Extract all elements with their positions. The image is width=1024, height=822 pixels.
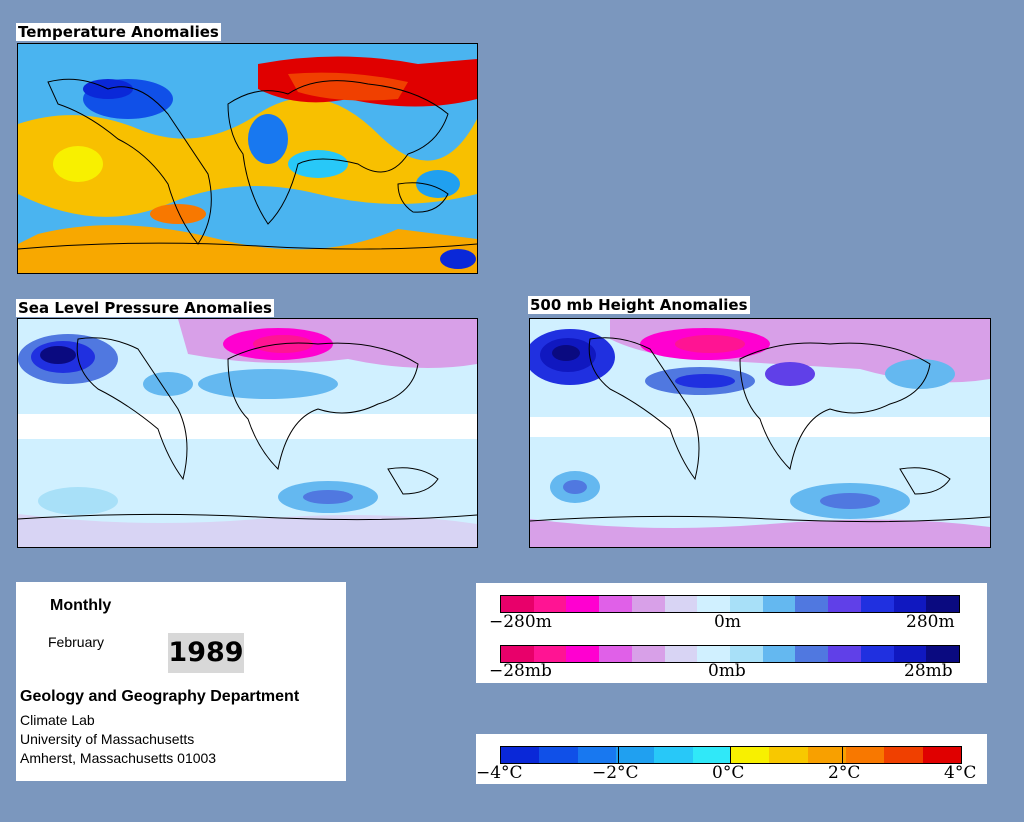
legend-swatch bbox=[795, 596, 829, 612]
legend-swatch bbox=[828, 596, 861, 612]
period-label: Monthly bbox=[50, 597, 112, 614]
height-label-zero: 0m bbox=[714, 612, 741, 632]
legend-swatch bbox=[807, 747, 846, 763]
legend-swatch bbox=[926, 646, 960, 662]
height-color-ramp bbox=[500, 595, 960, 613]
height-label-max: 280m bbox=[906, 612, 955, 632]
legend-swatch bbox=[795, 646, 829, 662]
month-label: February bbox=[48, 634, 105, 650]
temperature-legend: −4°C −2°C 0°C 2°C 4°C bbox=[476, 734, 987, 784]
500mb-height-anomaly-map bbox=[529, 318, 991, 548]
legend-swatch bbox=[828, 646, 861, 662]
legend-swatch bbox=[566, 646, 600, 662]
legend-swatch bbox=[769, 747, 808, 763]
legend-swatch bbox=[654, 747, 693, 763]
temperature-tick bbox=[842, 746, 843, 764]
legend-swatch bbox=[599, 596, 632, 612]
slp-map-title: Sea Level Pressure Anomalies bbox=[16, 299, 274, 317]
legend-swatch bbox=[533, 646, 567, 662]
temperature-label: 0°C bbox=[712, 763, 745, 783]
height-pressure-legend: −280m 0m 280m −28mb 0mb 28mb bbox=[476, 583, 987, 683]
legend-swatch bbox=[893, 596, 927, 612]
legend-swatch bbox=[730, 596, 763, 612]
height-label-min: −280m bbox=[489, 612, 552, 632]
legend-swatch bbox=[631, 596, 665, 612]
temperature-map-title: Temperature Anomalies bbox=[16, 23, 221, 41]
temperature-label: 4°C bbox=[944, 763, 977, 783]
pressure-label-min: −28mb bbox=[489, 661, 552, 681]
legend-swatch bbox=[566, 596, 600, 612]
legend-swatch bbox=[501, 646, 534, 662]
year-label: 1989 bbox=[168, 633, 244, 673]
temperature-label: −4°C bbox=[476, 763, 523, 783]
address-line: Climate Lab bbox=[20, 712, 95, 728]
legend-swatch bbox=[533, 596, 567, 612]
pressure-color-ramp bbox=[500, 645, 960, 663]
legend-swatch bbox=[631, 646, 665, 662]
temperature-tick bbox=[730, 746, 731, 764]
temperature-label: −2°C bbox=[592, 763, 639, 783]
legend-swatch bbox=[762, 646, 796, 662]
temperature-label: 2°C bbox=[828, 763, 861, 783]
legend-swatch bbox=[501, 596, 534, 612]
legend-swatch bbox=[730, 646, 763, 662]
temperature-color-ramp bbox=[500, 746, 962, 764]
legend-swatch bbox=[884, 747, 923, 763]
info-panel: Monthly February 1989 Geology and Geogra… bbox=[16, 582, 346, 781]
address-line: Amherst, Massachusetts 01003 bbox=[20, 750, 217, 766]
legend-swatch bbox=[577, 747, 616, 763]
legend-swatch bbox=[697, 596, 731, 612]
legend-swatch bbox=[922, 747, 961, 763]
legend-swatch bbox=[926, 596, 960, 612]
legend-swatch bbox=[893, 646, 927, 662]
legend-swatch bbox=[762, 596, 796, 612]
legend-swatch bbox=[860, 596, 894, 612]
legend-swatch bbox=[599, 646, 632, 662]
department-name: Geology and Geography Department bbox=[20, 688, 300, 705]
pressure-label-max: 28mb bbox=[904, 661, 953, 681]
legend-swatch bbox=[730, 747, 770, 763]
address-line: University of Massachusetts bbox=[20, 731, 195, 747]
legend-swatch bbox=[664, 646, 698, 662]
temperature-tick bbox=[618, 746, 619, 764]
legend-swatch bbox=[664, 596, 698, 612]
legend-swatch bbox=[860, 646, 894, 662]
height-map-title: 500 mb Height Anomalies bbox=[528, 296, 750, 314]
legend-swatch bbox=[845, 747, 885, 763]
legend-swatch bbox=[501, 747, 540, 763]
legend-swatch bbox=[692, 747, 731, 763]
sea-level-pressure-anomaly-map bbox=[17, 318, 478, 548]
pressure-label-zero: 0mb bbox=[708, 661, 746, 681]
legend-swatch bbox=[539, 747, 578, 763]
temperature-anomaly-map bbox=[17, 43, 478, 274]
legend-swatch bbox=[697, 646, 731, 662]
legend-swatch bbox=[615, 747, 655, 763]
